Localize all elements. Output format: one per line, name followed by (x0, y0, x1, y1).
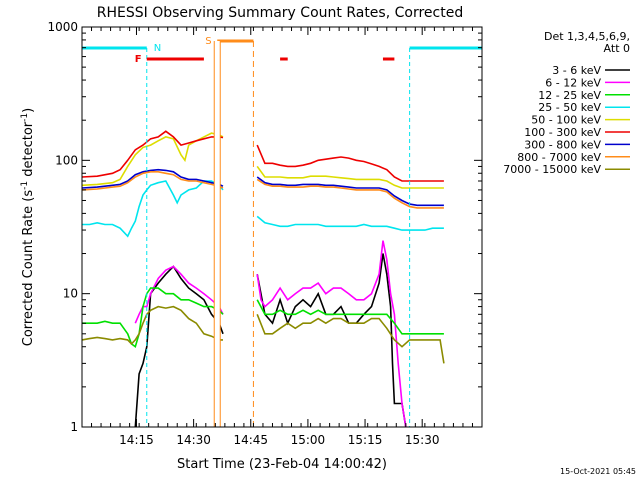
plot-frame (81, 26, 483, 428)
y-tick-label: 1000 (47, 20, 78, 34)
legend-label: 50 - 100 keV (531, 114, 601, 127)
y-axis-label-sup-1: -1 (20, 181, 30, 190)
night-flag-label: N (154, 43, 161, 54)
y-axis-label-mid: detector (21, 121, 36, 181)
y-axis: 1 10 100 1000 (47, 20, 482, 434)
series-line-4-seg-1 (256, 165, 444, 189)
series-line-1-seg-0 (134, 265, 224, 324)
series-line-1-seg-1 (256, 240, 407, 428)
series-line-3-seg-0 (82, 180, 224, 238)
legend-label: 25 - 50 keV (538, 101, 601, 114)
series-line-6-seg-1 (256, 176, 444, 207)
chart-title: RHESSI Observing Summary Count Rates, Co… (97, 5, 463, 21)
series-line-4-seg-0 (81, 132, 224, 187)
series-line-7-seg-1 (256, 178, 444, 209)
saa-gap (214, 41, 221, 427)
x-tick-label: 14:45 (233, 433, 268, 447)
x-tick-label: 14:30 (176, 433, 211, 447)
y-tick-label: 10 (63, 287, 78, 301)
x-tick-label: 15:15 (348, 433, 383, 447)
series-line-2-seg-1 (256, 299, 444, 335)
series-line-8-seg-0 (81, 305, 223, 346)
series-line-8-seg-1 (256, 314, 445, 364)
footer-date: 15-Oct-2021 05:45 (560, 467, 636, 476)
y-tick-label: 1 (70, 420, 78, 434)
series-line-0-seg-1 (256, 253, 407, 428)
legend-label: 3 - 6 keV (552, 64, 601, 77)
x-tick-label: 15:30 (405, 433, 440, 447)
legend-label: 12 - 25 keV (538, 89, 601, 102)
legend-header-line-2: Att 0 (604, 42, 630, 55)
series-line-5-seg-0 (81, 130, 224, 178)
x-axis: 14:15 14:30 14:45 15:00 15:15 15:30 (81, 27, 483, 447)
legend-label: 6 - 12 keV (545, 76, 601, 89)
series-line-6-seg-0 (81, 168, 224, 189)
legend-label: 300 - 800 keV (524, 138, 601, 151)
series-line-7-seg-0 (81, 171, 224, 191)
x-tick-label: 15:00 (291, 433, 326, 447)
y-axis-label-end: ) (21, 108, 36, 113)
flare-flag-label: F (135, 54, 142, 65)
legend-label: 800 - 7000 keV (517, 151, 601, 164)
y-axis-label-sup-2: -1 (20, 113, 30, 122)
y-axis-label: Corrected Count Rate (s-1 detector-1) (20, 108, 36, 346)
x-tick-label: 14:15 (119, 433, 154, 447)
saa-flag-label: S (205, 36, 211, 47)
x-axis-label: Start Time (23-Feb-04 14:00:42) (177, 457, 387, 472)
legend-label: 100 - 300 keV (524, 126, 601, 139)
legend-header-line-1: Det 1,3,4,5,6,9, (544, 30, 630, 43)
y-tick-label: 100 (55, 153, 78, 167)
series-line-5-seg-1 (256, 144, 444, 182)
series-line-3-seg-1 (256, 215, 444, 231)
legend-label: 7000 - 15000 keV (503, 163, 601, 176)
plot-area: N S F (81, 36, 482, 428)
